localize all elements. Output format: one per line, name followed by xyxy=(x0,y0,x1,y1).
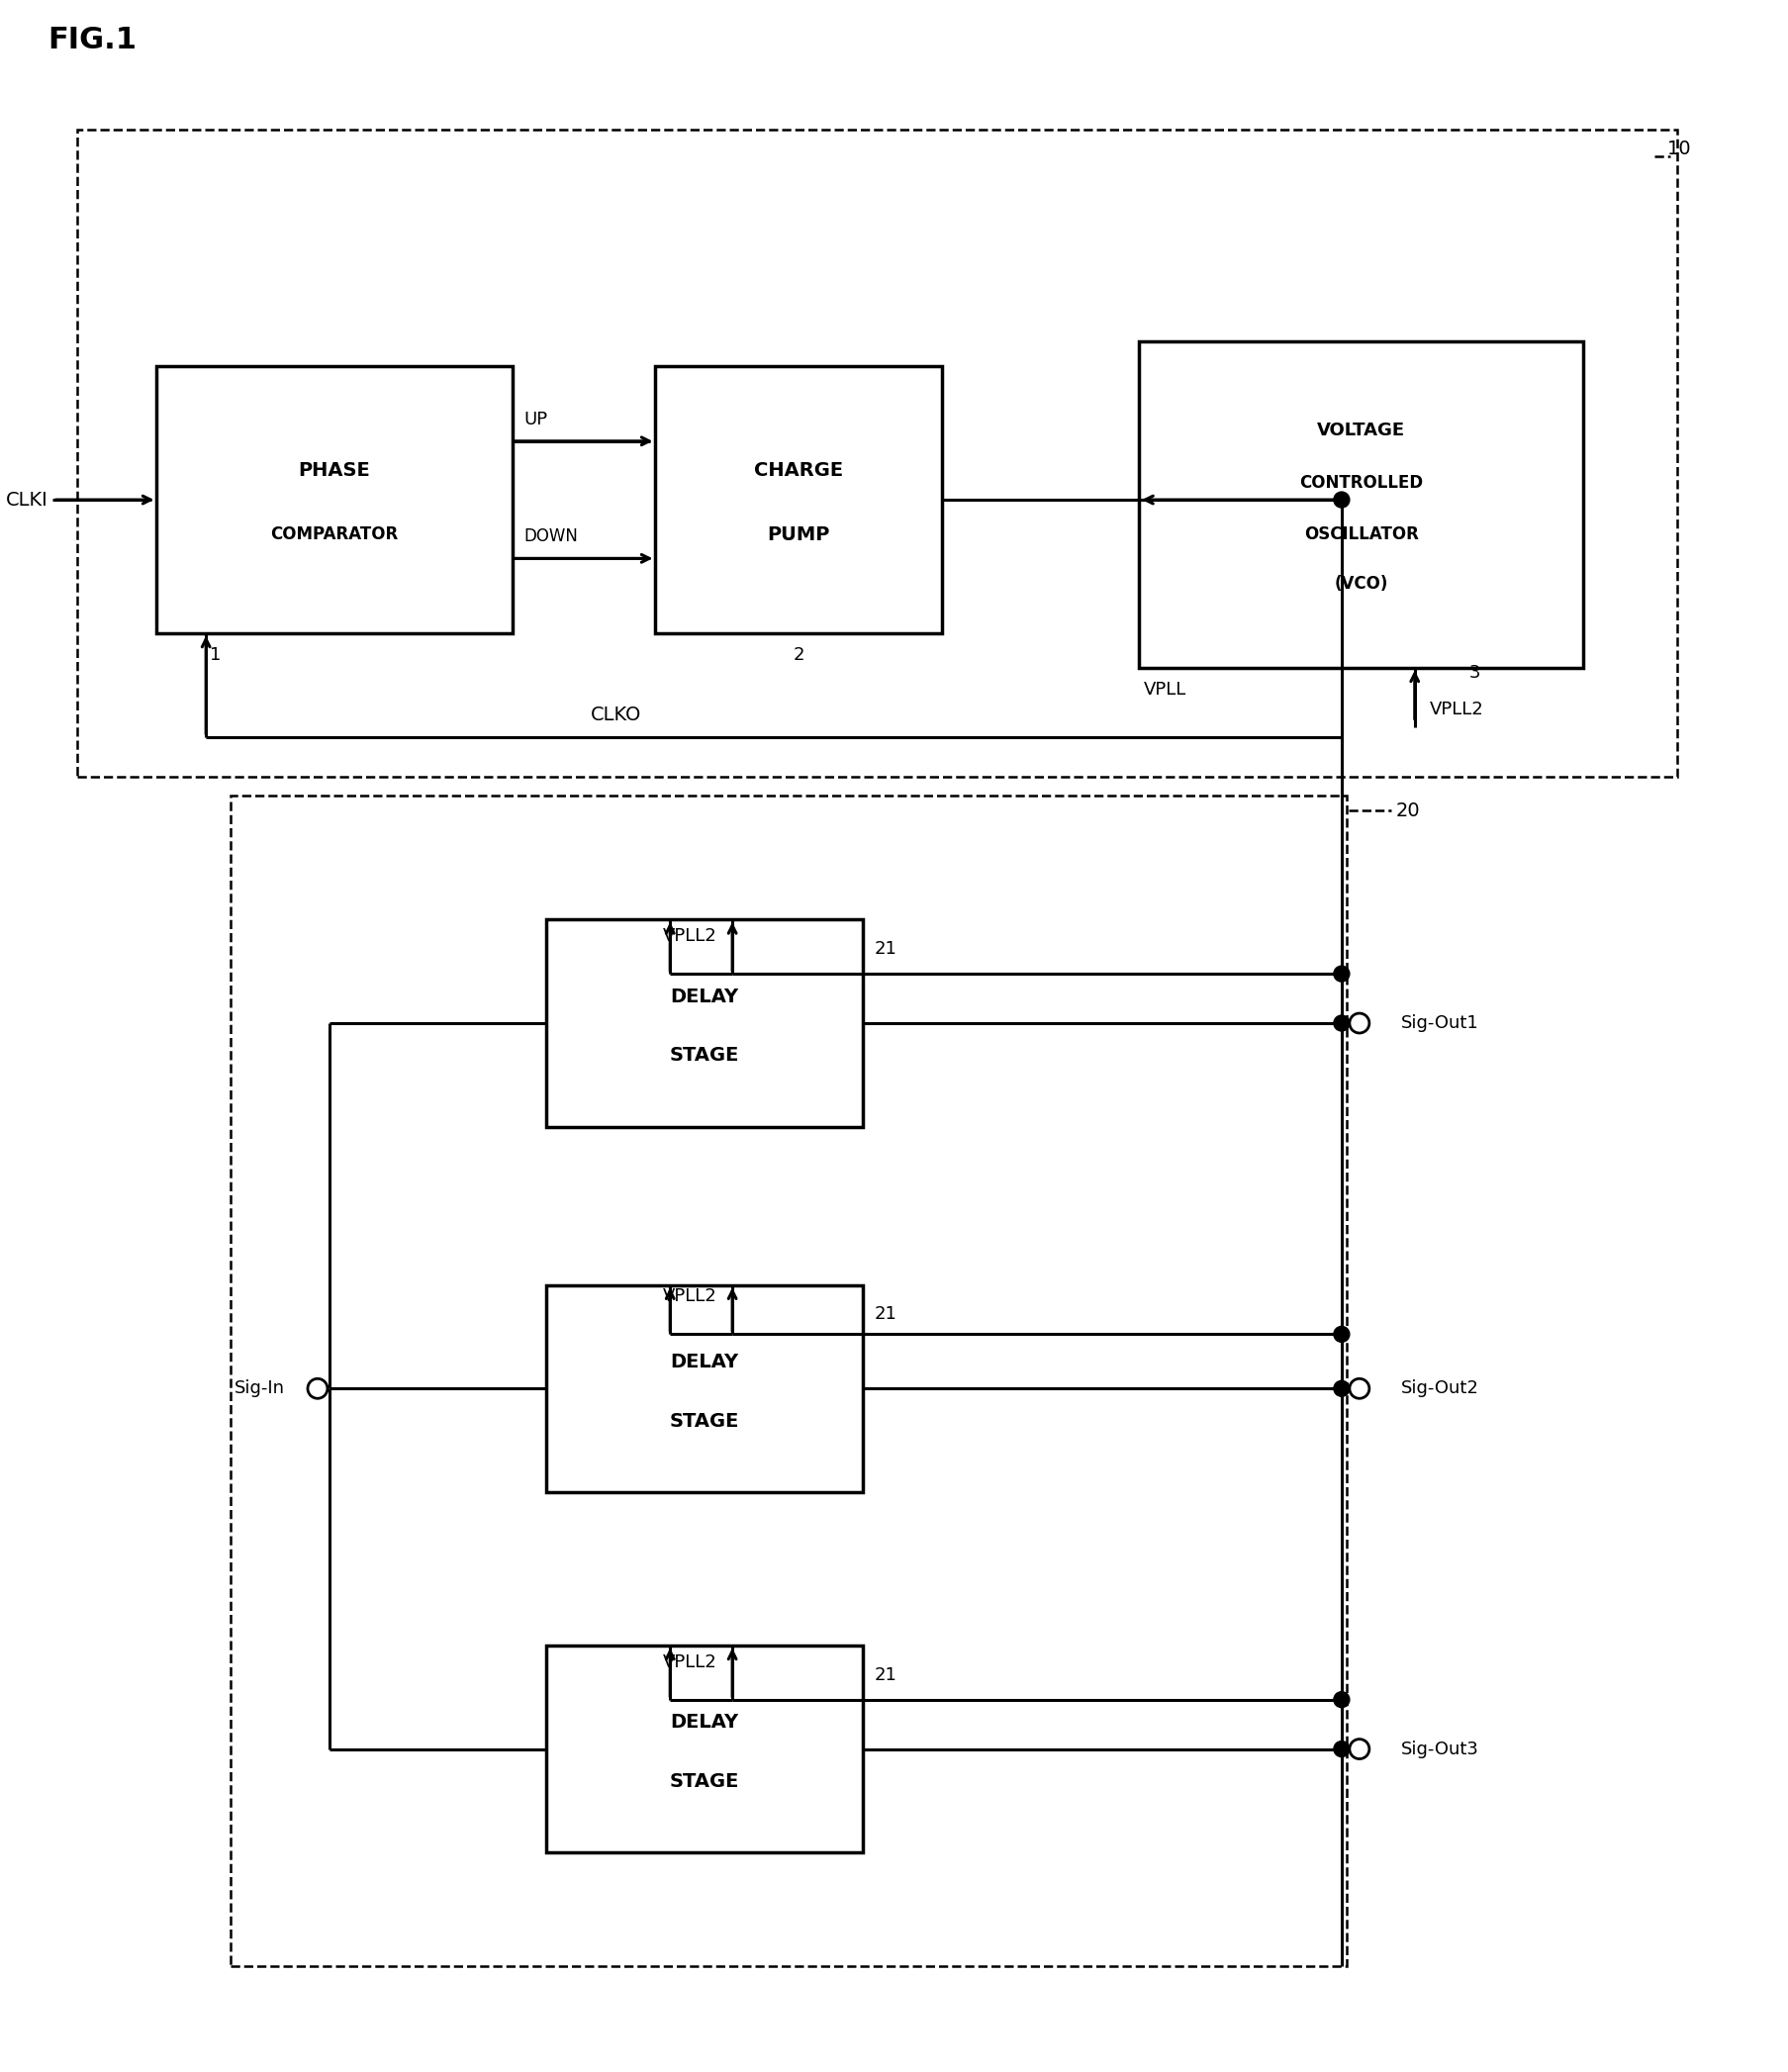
Text: 1: 1 xyxy=(211,646,222,663)
Text: CONTROLLED: CONTROLLED xyxy=(1300,474,1423,491)
Text: Sig-Out1: Sig-Out1 xyxy=(1400,1015,1479,1032)
Bar xyxy=(231,796,1346,1966)
Text: DELAY: DELAY xyxy=(670,986,738,1005)
Text: OSCILLATOR: OSCILLATOR xyxy=(1303,526,1418,543)
Text: PHASE: PHASE xyxy=(299,460,370,479)
Bar xyxy=(547,1285,862,1492)
Text: VPLL2: VPLL2 xyxy=(663,1653,717,1670)
Text: CLKI: CLKI xyxy=(5,491,48,510)
Circle shape xyxy=(1334,1015,1350,1032)
Text: 21: 21 xyxy=(874,1666,898,1685)
Text: FIG.1: FIG.1 xyxy=(48,27,138,56)
Text: VPLL: VPLL xyxy=(1144,680,1187,698)
Circle shape xyxy=(1350,1013,1370,1034)
Circle shape xyxy=(1350,1378,1370,1399)
Bar xyxy=(1139,342,1584,667)
Circle shape xyxy=(1334,1691,1350,1707)
Circle shape xyxy=(308,1378,327,1399)
Text: VPLL2: VPLL2 xyxy=(1430,700,1484,719)
Text: DELAY: DELAY xyxy=(670,1714,738,1732)
Text: CLKO: CLKO xyxy=(590,707,642,725)
Circle shape xyxy=(1334,1740,1350,1757)
Text: UP: UP xyxy=(524,410,547,429)
Bar xyxy=(157,367,511,634)
Text: CHARGE: CHARGE xyxy=(755,460,844,479)
Bar xyxy=(547,1645,862,1852)
Text: 20: 20 xyxy=(1396,802,1420,821)
Text: 21: 21 xyxy=(874,941,898,957)
Text: DELAY: DELAY xyxy=(670,1353,738,1372)
Text: STAGE: STAGE xyxy=(670,1046,740,1065)
Text: VOLTAGE: VOLTAGE xyxy=(1318,423,1405,439)
Text: STAGE: STAGE xyxy=(670,1411,740,1430)
Circle shape xyxy=(1334,966,1350,982)
Circle shape xyxy=(1350,1738,1370,1759)
Text: VPLL2: VPLL2 xyxy=(663,1289,717,1305)
Text: 10: 10 xyxy=(1668,139,1691,160)
Text: VPLL2: VPLL2 xyxy=(663,928,717,945)
Text: Sig-Out3: Sig-Out3 xyxy=(1400,1740,1479,1757)
Circle shape xyxy=(1334,1326,1350,1343)
Text: (VCO): (VCO) xyxy=(1334,574,1387,593)
Text: 21: 21 xyxy=(874,1305,898,1324)
Text: COMPARATOR: COMPARATOR xyxy=(270,526,399,543)
Bar xyxy=(77,128,1677,777)
Circle shape xyxy=(1334,491,1350,508)
Text: DOWN: DOWN xyxy=(524,528,578,545)
Bar xyxy=(547,920,862,1127)
Text: 3: 3 xyxy=(1470,663,1480,682)
Bar xyxy=(656,367,942,634)
Text: Sig-Out2: Sig-Out2 xyxy=(1400,1380,1479,1397)
Circle shape xyxy=(1334,1380,1350,1397)
Text: PUMP: PUMP xyxy=(767,524,830,543)
Text: STAGE: STAGE xyxy=(670,1772,740,1790)
Text: Sig-In: Sig-In xyxy=(234,1380,284,1397)
Text: 2: 2 xyxy=(792,646,805,663)
